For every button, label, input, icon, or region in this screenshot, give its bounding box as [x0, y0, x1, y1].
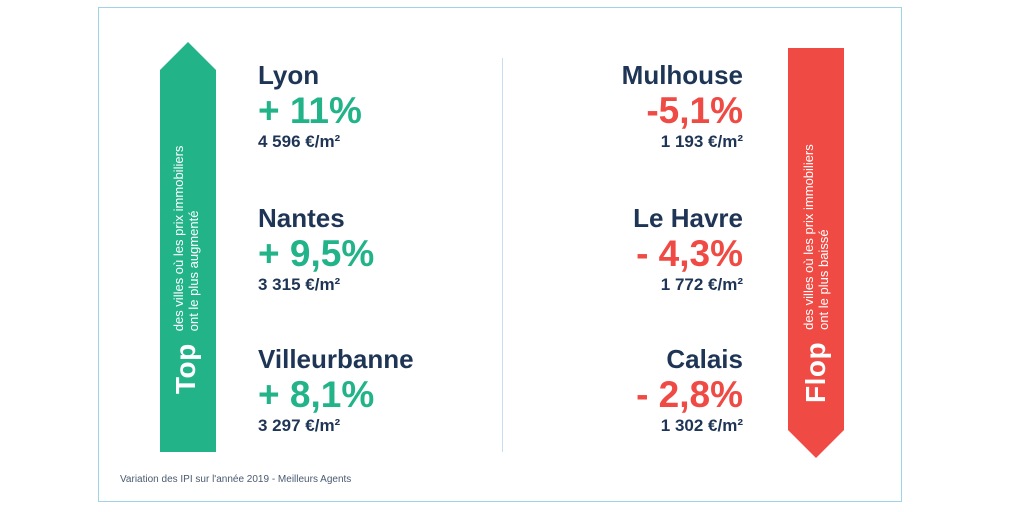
city-price: 4 596 €/m² — [258, 132, 341, 151]
city-price: 1 193 €/m² — [660, 132, 743, 151]
city-price: 1 772 €/m² — [660, 275, 743, 294]
city-name: Villeurbanne — [258, 344, 414, 374]
up-arrow-icon — [160, 42, 216, 452]
city-change: - 4,3% — [636, 233, 743, 274]
flop-city-calais: Calais - 2,8% 1 302 €/m² — [543, 344, 743, 436]
flop-arrow-title: Flop — [800, 341, 831, 403]
top-arrow-label: Top des villes où les prix immobiliers o… — [170, 146, 202, 394]
top-subtitle-line2: ont le plus augmenté — [186, 210, 201, 332]
city-change: + 9,5% — [258, 233, 375, 274]
top-city-nantes: Nantes + 9,5% 3 315 €/m² — [258, 203, 458, 295]
city-change: - 2,8% — [636, 374, 743, 415]
city-name: Nantes — [258, 203, 345, 233]
flop-arrow-subtitle: des villes où les prix immobiliers ont l… — [801, 144, 831, 330]
flop-arrow: Flop des villes où les prix immobiliers … — [788, 48, 844, 458]
city-change: + 8,1% — [258, 374, 375, 415]
city-name: Mulhouse — [621, 60, 743, 90]
city-price: 3 297 €/m² — [258, 416, 341, 435]
top-city-lyon: Lyon + 11% 4 596 €/m² — [258, 60, 458, 152]
city-price: 1 302 €/m² — [660, 416, 743, 435]
top-arrow: Top des villes où les prix immobiliers o… — [160, 42, 216, 452]
city-name: Calais — [666, 344, 743, 374]
flop-subtitle-line2: ont le plus baissé — [816, 229, 831, 330]
top-city-villeurbanne: Villeurbanne + 8,1% 3 297 €/m² — [258, 344, 458, 436]
flop-city-mulhouse: Mulhouse -5,1% 1 193 €/m² — [543, 60, 743, 152]
infographic-card — [98, 7, 902, 502]
city-change: -5,1% — [646, 90, 743, 131]
city-name: Lyon — [258, 60, 320, 90]
center-divider — [502, 58, 503, 452]
city-change: + 11% — [258, 90, 362, 131]
flop-arrow-label: Flop des villes où les prix immobiliers … — [800, 144, 832, 403]
top-arrow-subtitle: des villes où les prix immobiliers ont l… — [171, 146, 201, 332]
source-footnote: Variation des IPI sur l'année 2019 - Mei… — [120, 474, 352, 485]
flop-subtitle-line1: des villes où les prix immobiliers — [801, 144, 816, 330]
down-arrow-icon — [788, 48, 844, 458]
top-subtitle-line1: des villes où les prix immobiliers — [171, 145, 186, 332]
top-arrow-title: Top — [170, 343, 201, 394]
city-name: Le Havre — [633, 203, 743, 233]
flop-city-le-havre: Le Havre - 4,3% 1 772 €/m² — [543, 203, 743, 295]
city-price: 3 315 €/m² — [258, 275, 341, 294]
